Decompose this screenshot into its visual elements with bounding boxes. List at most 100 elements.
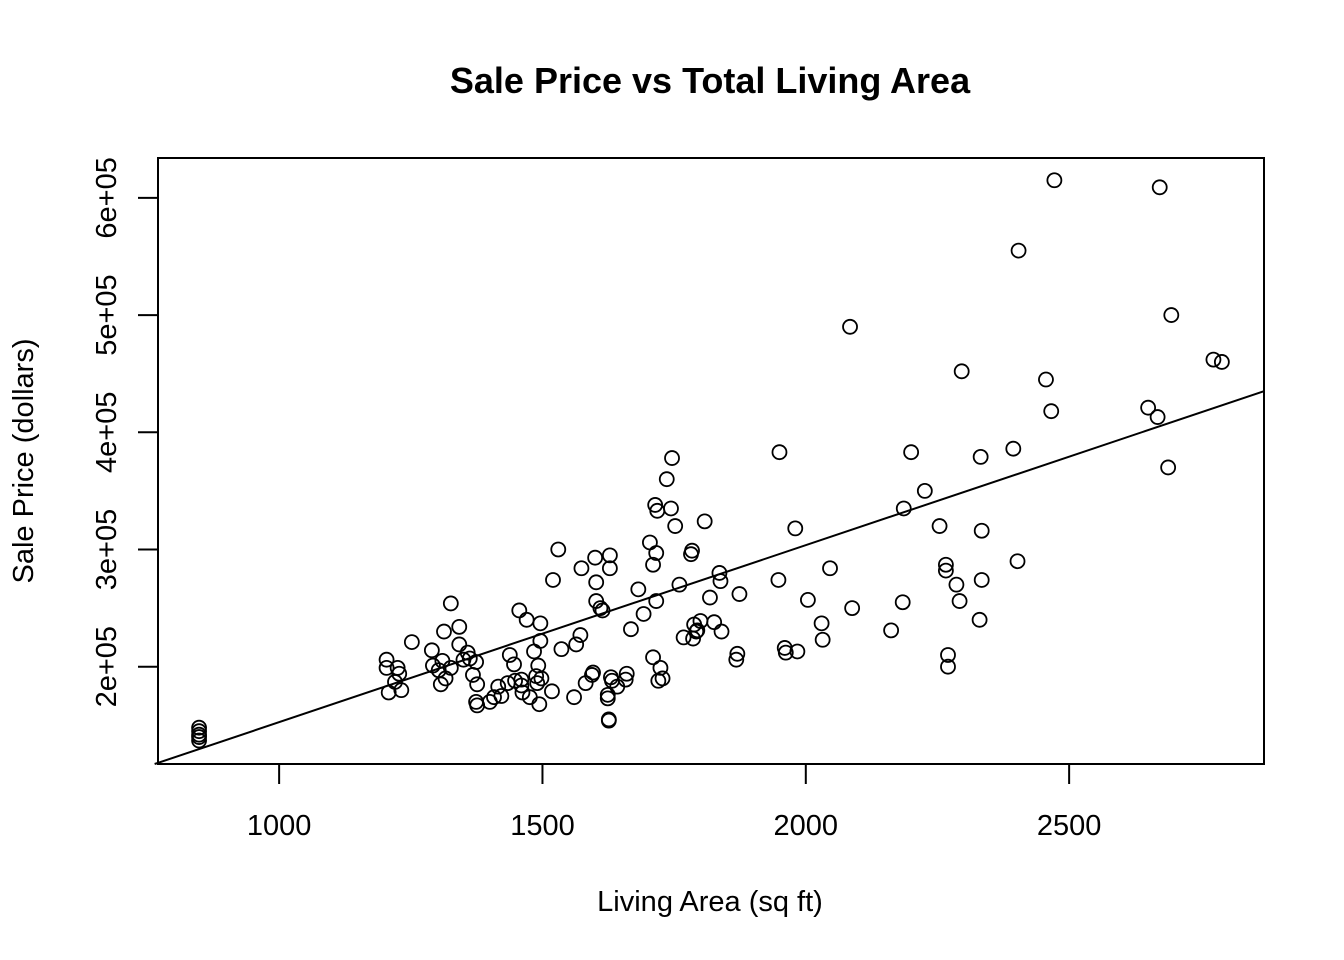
data-point	[468, 654, 485, 670]
data-point	[378, 651, 395, 668]
data-point	[436, 623, 452, 640]
data-point	[937, 556, 954, 573]
data-point	[573, 560, 590, 577]
data-point	[511, 602, 528, 619]
data-point	[696, 513, 713, 530]
data-point	[800, 591, 816, 608]
x-axis-label: Living Area (sq ft)	[597, 886, 823, 918]
data-point	[895, 500, 912, 517]
data-point	[1038, 371, 1054, 388]
data-point	[1213, 354, 1230, 370]
data-point	[671, 576, 688, 593]
data-point	[711, 565, 728, 581]
data-point	[937, 562, 954, 579]
data-point	[948, 576, 965, 593]
data-point	[566, 689, 582, 706]
data-point	[532, 633, 549, 649]
data-point	[931, 518, 948, 534]
data-point	[916, 482, 933, 499]
data-point	[403, 634, 420, 650]
data-point	[451, 618, 468, 635]
data-point	[191, 732, 207, 749]
data-point	[378, 659, 395, 676]
data-point	[532, 615, 549, 632]
data-point	[442, 659, 459, 676]
data-point	[777, 644, 794, 661]
data-point	[689, 622, 706, 639]
data-point	[1151, 179, 1168, 196]
data-point	[469, 676, 486, 693]
x-tick-label: 2500	[1037, 810, 1102, 842]
data-point	[951, 593, 968, 609]
data-point	[645, 649, 661, 666]
x-axis: 1000 1500 2000 2500	[247, 763, 1102, 842]
data-point	[391, 665, 408, 682]
data-point	[490, 678, 507, 695]
data-point	[652, 659, 669, 676]
data-point	[1140, 399, 1157, 416]
x-tick-label: 1500	[510, 810, 575, 842]
data-point	[1205, 351, 1222, 368]
data-point	[442, 595, 459, 612]
data-points	[191, 172, 1230, 749]
x-tick-label: 1000	[247, 810, 312, 842]
data-point	[903, 444, 920, 461]
data-point	[894, 594, 911, 611]
data-point	[600, 712, 617, 729]
data-point	[664, 450, 680, 466]
data-point	[630, 581, 647, 598]
data-point	[545, 572, 561, 588]
data-point	[648, 593, 665, 609]
data-point	[1149, 409, 1166, 425]
data-point	[971, 611, 988, 628]
data-point	[451, 636, 468, 653]
plot-frame	[157, 157, 1265, 765]
data-point	[623, 621, 639, 638]
data-point	[568, 636, 585, 653]
data-point	[393, 682, 410, 699]
data-point	[529, 675, 546, 692]
data-point	[550, 541, 567, 558]
data-point	[667, 518, 684, 534]
data-point	[1010, 242, 1027, 259]
y-tick-label: 2e+05	[91, 626, 123, 707]
data-point	[486, 689, 502, 706]
x-tick-label: 2000	[774, 810, 839, 842]
data-point	[953, 363, 970, 380]
data-point	[380, 684, 397, 701]
data-point	[423, 642, 440, 659]
data-point	[588, 574, 605, 591]
data-point	[973, 522, 990, 539]
data-point	[599, 686, 616, 703]
y-tick-label: 3e+05	[91, 509, 123, 590]
data-point	[553, 641, 570, 658]
data-point	[526, 643, 542, 660]
data-point	[973, 572, 990, 588]
data-point	[712, 573, 729, 590]
data-point	[771, 444, 788, 461]
data-point	[389, 659, 406, 676]
data-point	[729, 645, 746, 662]
data-point	[728, 651, 745, 668]
data-point	[642, 534, 658, 551]
data-point	[688, 623, 705, 640]
data-point	[493, 688, 510, 704]
data-point	[1046, 172, 1063, 189]
data-point	[501, 647, 518, 663]
y-axis: 2e+05 3e+05 4e+05 5e+05 6e+05	[91, 157, 159, 707]
data-point	[506, 656, 522, 673]
data-point	[789, 643, 806, 660]
data-point	[1163, 307, 1180, 323]
data-point	[702, 589, 718, 606]
data-point	[1009, 553, 1026, 570]
data-point	[513, 677, 530, 694]
y-axis-label: Sale Price (dollars)	[8, 339, 40, 584]
data-point	[572, 627, 589, 643]
chart-title: Sale Price vs Total Living Area	[450, 60, 971, 101]
data-point	[940, 647, 956, 663]
data-point	[1005, 440, 1022, 457]
data-point	[587, 549, 604, 566]
data-point	[706, 614, 723, 631]
regression-line	[154, 390, 1265, 765]
